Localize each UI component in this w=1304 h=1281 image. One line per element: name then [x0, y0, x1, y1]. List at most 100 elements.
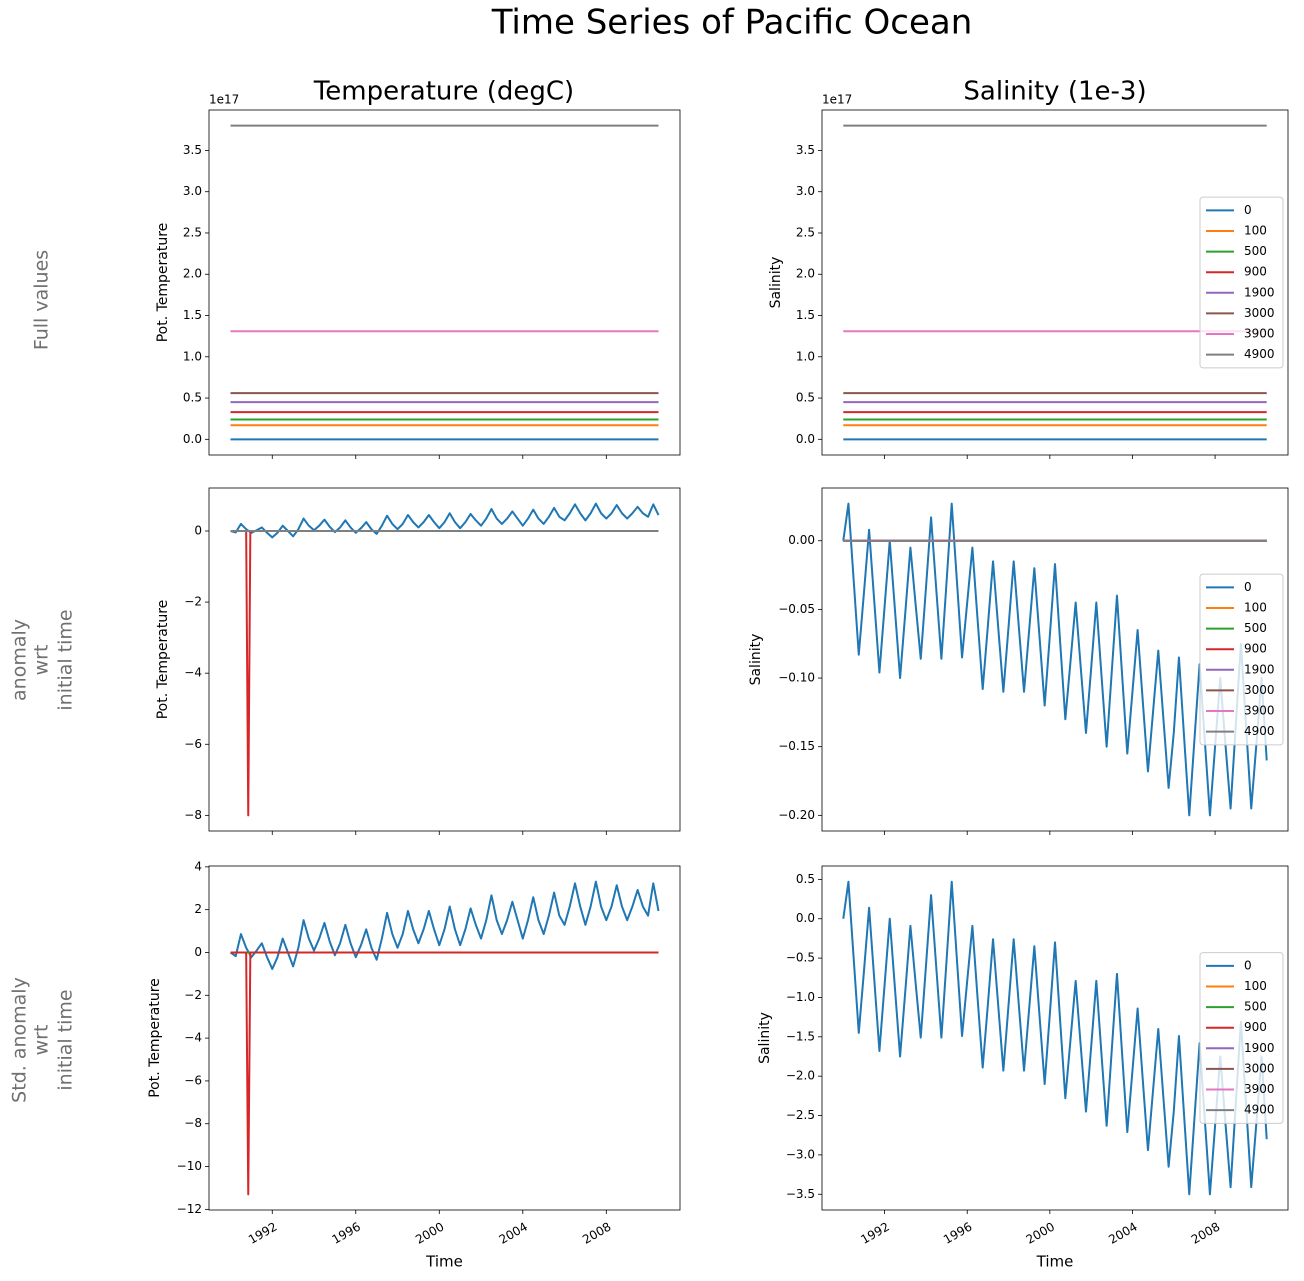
- y-tick-label: 2.5: [796, 225, 815, 239]
- y-tick-label: −0.05: [778, 602, 815, 616]
- offset-label: 1e17: [822, 93, 852, 107]
- y-tick-label: −3.0: [786, 1147, 815, 1161]
- y-tick-label: 1.0: [796, 349, 815, 363]
- row-label: anomaly: [9, 619, 31, 701]
- y-tick-label: 1.5: [796, 308, 815, 322]
- y-tick-label: −1.0: [786, 990, 815, 1004]
- x-tick-label: 1996: [941, 1220, 974, 1247]
- row-label: wrt: [31, 645, 53, 676]
- legend-label: 4900: [1244, 724, 1275, 738]
- y-tick-label: 0.0: [183, 432, 202, 446]
- row-label: initial time: [55, 989, 77, 1090]
- y-tick-label: 0.0: [796, 432, 815, 446]
- y-tick-label: 0.00: [788, 533, 815, 547]
- legend-box: [1199, 196, 1284, 369]
- y-tick-label: −2: [184, 595, 202, 609]
- legend-label: 3900: [1244, 704, 1275, 718]
- y-tick-label: 3.5: [183, 143, 202, 157]
- legend-label: 3000: [1244, 306, 1275, 320]
- y-tick-label: 0.0: [796, 911, 815, 925]
- row-label: Std. anomaly: [9, 977, 31, 1103]
- axes-frame: [821, 487, 1289, 832]
- y-tick-label: 1.0: [183, 349, 202, 363]
- y-tick-label: −12: [177, 1202, 202, 1216]
- y-tick-label: −2.5: [786, 1108, 815, 1122]
- y-tick-label: −6: [184, 737, 202, 751]
- y-tick-label: 0: [194, 945, 202, 959]
- legend-label: 3000: [1244, 683, 1275, 697]
- legend-label: 0: [1244, 958, 1252, 972]
- y-axis-label: Pot. Temperature: [155, 600, 171, 720]
- axes-frame: [208, 487, 681, 832]
- legend-label: 4900: [1244, 1103, 1275, 1117]
- row-label: wrt: [31, 1025, 53, 1056]
- legend-label: 3900: [1244, 327, 1275, 341]
- x-tick-label: 2004: [1106, 1220, 1139, 1247]
- y-tick-label: −8: [184, 808, 202, 822]
- figure-title: Time Series of Pacific Ocean: [491, 3, 973, 43]
- legend-box: [1199, 573, 1284, 746]
- x-tick-label: 2004: [497, 1220, 530, 1247]
- x-axis-label: Time: [425, 1253, 463, 1271]
- legend-label: 100: [1244, 601, 1267, 615]
- legend-box: [1199, 952, 1284, 1124]
- y-tick-label: −10: [177, 1159, 202, 1173]
- data-line: [229, 880, 660, 970]
- axes-frame: [821, 865, 1289, 1211]
- y-axis-label: Salinity: [768, 257, 784, 309]
- y-tick-label: 2.0: [796, 267, 815, 281]
- legend-label: 500: [1244, 1000, 1267, 1014]
- legend-label: 100: [1244, 979, 1267, 993]
- data-line: [230, 502, 660, 539]
- axes-background: [209, 866, 680, 1210]
- y-tick-label: 2.0: [183, 267, 202, 281]
- legend-label: 3000: [1244, 1061, 1275, 1075]
- axes-background: [209, 488, 680, 831]
- legend-label: 1900: [1244, 285, 1275, 299]
- y-axis-label: Pot. Temperature: [155, 223, 171, 343]
- y-tick-label: −0.5: [786, 951, 815, 965]
- x-axis-label: Time: [1036, 1253, 1074, 1271]
- x-tick-label: 2008: [1189, 1220, 1222, 1247]
- y-tick-label: 4: [194, 859, 202, 873]
- row-label: initial time: [55, 609, 77, 710]
- legend-label: 1900: [1244, 1041, 1275, 1055]
- y-tick-label: 2.5: [183, 225, 202, 239]
- legend-label: 900: [1244, 642, 1267, 656]
- legend-label: 500: [1244, 244, 1267, 258]
- y-tick-label: 3.0: [183, 184, 202, 198]
- y-tick-label: −2: [184, 988, 202, 1002]
- data-line: [230, 951, 659, 1196]
- legend-label: 3900: [1244, 1082, 1275, 1096]
- y-axis-label: Salinity: [757, 1012, 773, 1064]
- y-tick-label: −1.5: [786, 1029, 815, 1043]
- y-tick-label: 0.5: [796, 391, 815, 405]
- legend-label: 500: [1244, 621, 1267, 635]
- axes-background: [209, 110, 680, 455]
- y-tick-label: −2.0: [786, 1069, 815, 1083]
- y-tick-label: −6: [184, 1073, 202, 1087]
- y-tick-label: −0.10: [778, 671, 815, 685]
- y-tick-label: 2: [194, 902, 202, 916]
- axes-frame: [821, 109, 1289, 456]
- x-tick-label: 2000: [413, 1220, 446, 1247]
- data-line: [842, 502, 1268, 817]
- y-tick-label: −3.5: [786, 1187, 815, 1201]
- legend-label: 0: [1244, 203, 1252, 217]
- column-title: Salinity (1e-3): [963, 77, 1146, 107]
- y-tick-label: 0.5: [796, 872, 815, 886]
- x-tick-label: 2008: [580, 1220, 613, 1247]
- y-tick-label: −8: [184, 1116, 202, 1130]
- x-tick-label: 2000: [1024, 1220, 1057, 1247]
- legend-label: 4900: [1244, 347, 1275, 361]
- y-tick-label: 3.5: [796, 143, 815, 157]
- legend-label: 900: [1244, 265, 1267, 279]
- legend-label: 100: [1244, 224, 1267, 238]
- legend-label: 1900: [1244, 662, 1275, 676]
- legend-label: 900: [1244, 1020, 1267, 1034]
- y-tick-label: 1.5: [183, 308, 202, 322]
- data-line: [842, 880, 1268, 1196]
- y-tick-label: −0.15: [778, 739, 815, 753]
- y-axis-label: Pot. Temperature: [147, 978, 163, 1098]
- y-tick-label: −4: [184, 666, 202, 680]
